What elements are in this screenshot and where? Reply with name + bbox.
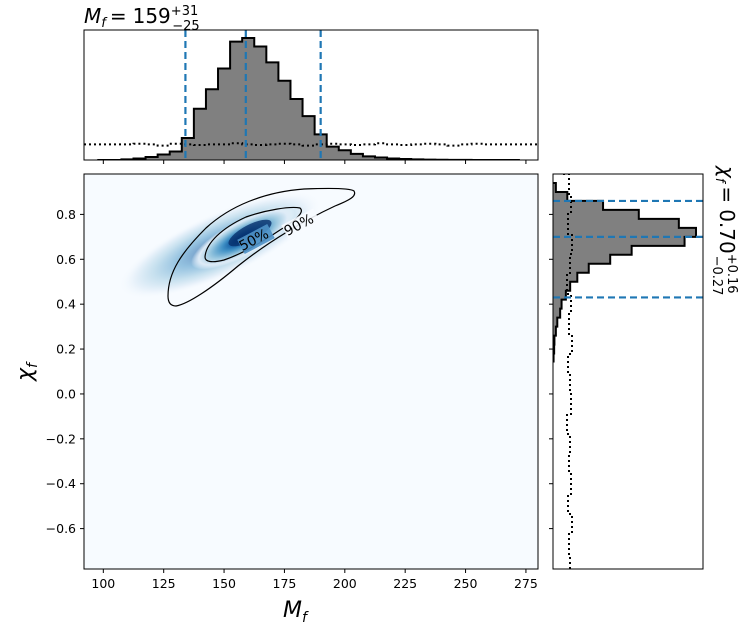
- y-tick-label: −0.6: [46, 521, 76, 536]
- joint-background: [84, 174, 538, 569]
- right-quantile-lines: [553, 199, 703, 299]
- top-posterior-fill: [97, 38, 520, 160]
- contour-90-label-bg: [281, 208, 321, 240]
- y-tick-label: −0.2: [46, 431, 76, 446]
- joint-y-label: χf: [13, 361, 41, 382]
- y-tick-label: 0.6: [56, 252, 76, 267]
- joint-x-label: Mf: [283, 598, 309, 626]
- right-marginal-panel: χf=0.70+0.16−0.27: [549, 165, 739, 570]
- x-tick-label: 175: [273, 576, 297, 591]
- y-tick-label: 0.4: [56, 297, 76, 312]
- x-tick-label: 275: [514, 576, 538, 591]
- right-prior-dotted: [563, 174, 573, 569]
- joint-frame: [83, 173, 539, 570]
- right-panel-ticks: [549, 213, 553, 530]
- x-tick-label: 100: [91, 576, 115, 591]
- x-tick-label: 200: [333, 576, 357, 591]
- x-tick-label: 125: [152, 576, 176, 591]
- right-panel-title: χf=0.70+0.16−0.27: [709, 165, 739, 295]
- right-posterior-step: [553, 181, 697, 363]
- contour-50-label-bg: [237, 223, 275, 255]
- right-posterior-fill: [553, 182, 696, 363]
- joint-density: 50% 90%: [118, 187, 356, 307]
- top-panel-frame: [83, 29, 539, 161]
- y-tick-label: 0.0: [56, 386, 76, 401]
- top-panel-title: Mf = 159+31 −25: [84, 4, 200, 34]
- joint-y-ticks: −0.6 −0.4 −0.2 0.0 0.2 0.4 0.6 0.8: [46, 207, 84, 536]
- y-tick-label: −0.4: [46, 476, 76, 491]
- y-tick-label: 0.8: [56, 207, 76, 222]
- contour-90: [167, 187, 356, 307]
- x-tick-label: 150: [212, 576, 236, 591]
- top-panel-ticks: [102, 160, 527, 164]
- joint-panel: 50% 90% 100 125 150 175 200 225 250 275 −0.6−0.…: [13, 173, 539, 626]
- top-marginal-panel: Mf = 159+31 −25: [83, 4, 539, 164]
- y-tick-label: 0.2: [56, 342, 76, 357]
- x-tick-label: 225: [393, 576, 417, 591]
- x-tick-label: 250: [454, 576, 478, 591]
- joint-x-ticks: 100 125 150 175 200 225 250 275: [91, 569, 538, 591]
- right-panel-frame: [552, 173, 704, 570]
